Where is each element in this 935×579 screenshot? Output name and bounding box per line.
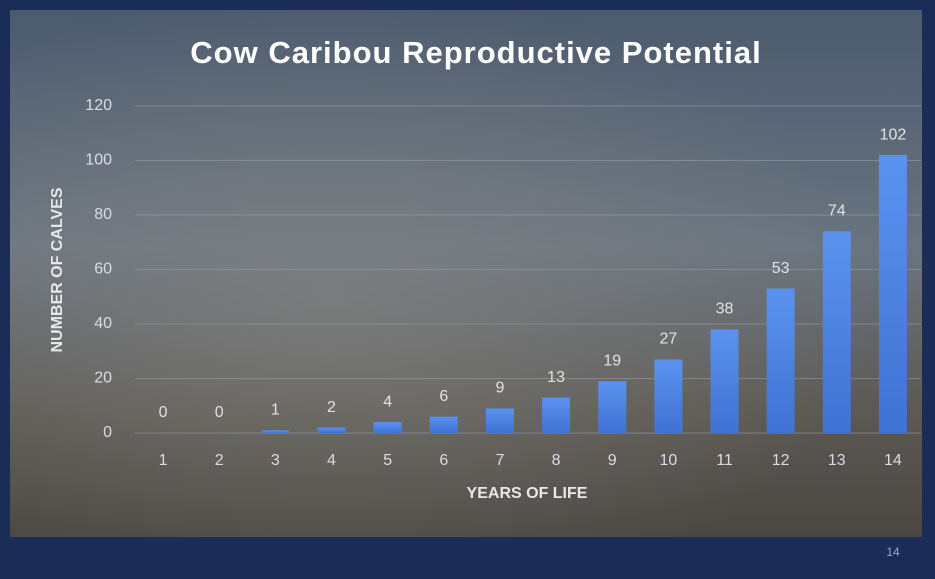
x-tick-label: 6 <box>439 452 448 469</box>
bar <box>598 381 626 433</box>
x-tick-label: 5 <box>383 452 392 469</box>
bar <box>261 430 289 433</box>
page: Cow Caribou Reproductive Potential YEARS… <box>0 0 935 579</box>
bar <box>486 408 514 433</box>
x-tick-label: 3 <box>271 452 280 469</box>
y-tick-label: 60 <box>94 261 112 278</box>
x-tick-label: 13 <box>828 452 846 469</box>
bar <box>711 329 739 433</box>
x-tick-label: 4 <box>327 452 336 469</box>
bar <box>823 231 851 433</box>
bar <box>654 359 682 433</box>
value-label: 13 <box>547 369 565 386</box>
value-label: 1 <box>271 401 280 418</box>
y-tick-label: 120 <box>85 97 112 114</box>
value-label: 2 <box>327 399 336 416</box>
x-tick-label: 10 <box>659 452 677 469</box>
page-number: 14 <box>886 545 900 559</box>
value-label: 0 <box>215 404 224 421</box>
value-label: 38 <box>716 301 734 318</box>
y-tick-label: 80 <box>94 206 112 223</box>
value-label: 27 <box>659 331 677 348</box>
y-tick-label: 0 <box>103 424 112 441</box>
x-tick-label: 14 <box>884 452 902 469</box>
y-tick-label: 40 <box>94 315 112 332</box>
chart-title: Cow Caribou Reproductive Potential <box>190 35 761 70</box>
value-label: 9 <box>495 380 504 397</box>
slide: Cow Caribou Reproductive Potential YEARS… <box>0 0 935 579</box>
bar <box>318 428 346 433</box>
value-label: 102 <box>880 126 907 143</box>
y-tick-label: 20 <box>94 370 112 387</box>
bar <box>374 422 402 433</box>
value-label: 0 <box>159 404 168 421</box>
y-axis-label: NUMBER OF CALVES <box>49 187 66 352</box>
x-tick-label: 12 <box>772 452 790 469</box>
value-label: 4 <box>383 393 392 410</box>
bar <box>879 155 907 433</box>
x-tick-label: 7 <box>495 452 504 469</box>
value-label: 19 <box>603 352 621 369</box>
x-tick-label: 8 <box>552 452 561 469</box>
bar <box>767 289 795 433</box>
value-label: 53 <box>772 260 790 277</box>
y-tick-label: 100 <box>85 152 112 169</box>
bar <box>430 417 458 433</box>
value-label: 74 <box>828 203 846 220</box>
bar <box>542 398 570 433</box>
x-tick-label: 2 <box>215 452 224 469</box>
x-tick-label: 9 <box>608 452 617 469</box>
x-axis-label: YEARS OF LIFE <box>467 485 588 502</box>
x-tick-label: 1 <box>159 452 168 469</box>
value-label: 6 <box>439 388 448 405</box>
x-tick-label: 11 <box>716 452 733 469</box>
